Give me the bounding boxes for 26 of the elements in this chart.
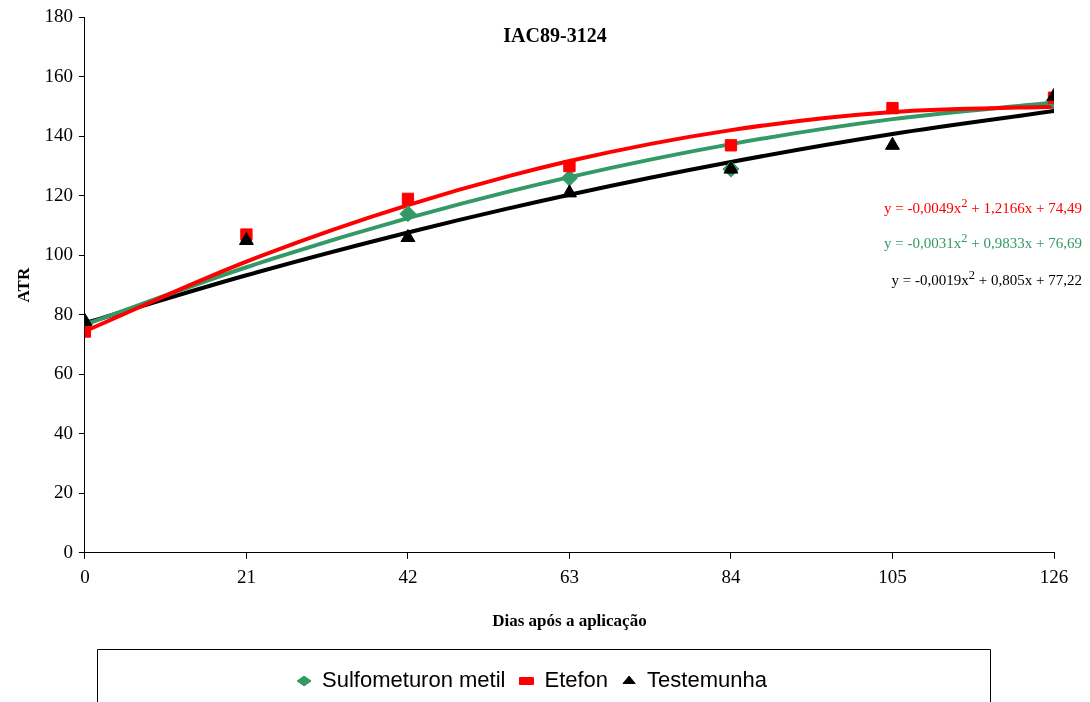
x-tick-label: 105 [878, 566, 907, 588]
x-tick-label: 126 [1039, 566, 1069, 588]
y-tick-label: 40 [53, 421, 73, 443]
y-tick-label: 120 [44, 183, 73, 205]
x-tick-label: 21 [236, 566, 256, 588]
y-tick-label: 20 [53, 481, 73, 503]
annotation: y = -0,0019x$^{2}$ + 0,805x + 77,22 [891, 268, 1082, 289]
chart-title: IAC89-3124 [503, 24, 607, 46]
y-axis-title: ATR [13, 267, 33, 303]
x-tick-label: 0 [80, 566, 90, 588]
legend-label: Sulfometuron metil [322, 667, 506, 693]
y-tick-label: 80 [53, 302, 73, 324]
y-tick-label: 100 [44, 243, 73, 265]
legend-label: Testemunha [647, 667, 768, 693]
y-tick-label: 60 [53, 362, 73, 384]
legend-label: Etefon [544, 667, 609, 693]
y-tick-label: 180 [44, 5, 73, 27]
y-tick-label: 140 [44, 124, 73, 146]
x-tick-label: 84 [721, 566, 741, 588]
x-axis-title: Dias após a aplicação [492, 611, 647, 631]
y-tick-label: 160 [44, 64, 73, 86]
y-tick-label: 0 [63, 540, 73, 562]
annotation: y = -0,0049x$^{2}$ + 1,2166x + 74,49 [884, 196, 1082, 217]
annotation: y = -0,0031x$^{2}$ + 0,9833x + 76,69 [884, 231, 1082, 252]
x-tick-label: 42 [398, 566, 418, 588]
x-tick-label: 63 [559, 566, 579, 588]
